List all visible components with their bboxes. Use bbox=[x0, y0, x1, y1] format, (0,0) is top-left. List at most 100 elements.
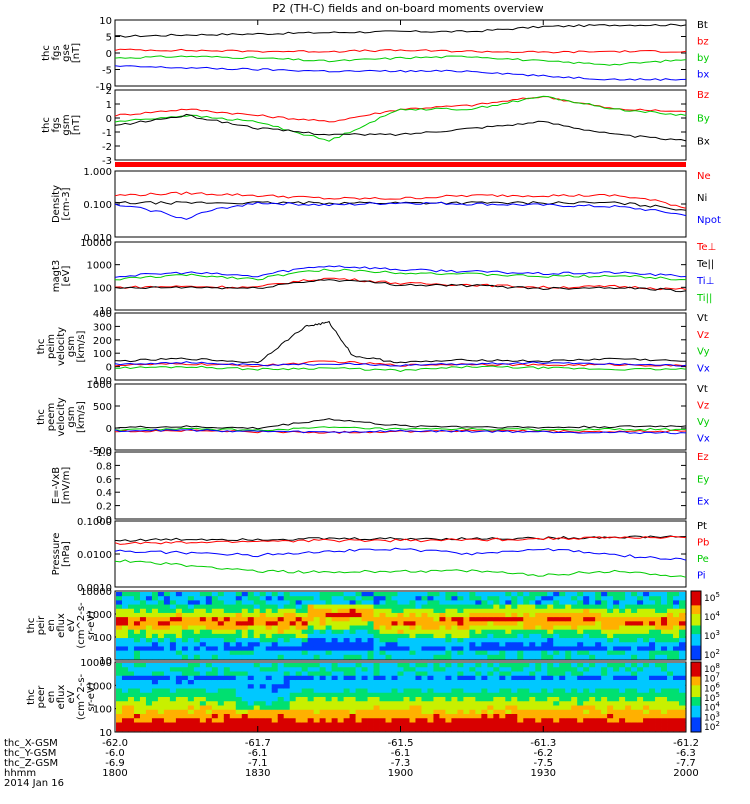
spectrogram-cell bbox=[157, 697, 165, 702]
spectrogram-cell bbox=[271, 638, 279, 643]
spectrogram-cell bbox=[313, 718, 321, 723]
spectrogram-cell bbox=[625, 714, 632, 719]
spectrogram-cell bbox=[265, 604, 273, 610]
spectrogram-cell bbox=[343, 592, 350, 597]
spectrogram-cell bbox=[355, 722, 362, 728]
spectrogram-cell bbox=[637, 714, 644, 719]
spectrogram-cell bbox=[229, 592, 237, 597]
spectrogram-cell bbox=[175, 701, 183, 706]
spectrogram-cell bbox=[343, 650, 350, 656]
spectrogram-cell bbox=[277, 714, 285, 719]
series-line-bz bbox=[114, 48, 687, 54]
spectrogram-cell bbox=[223, 722, 231, 728]
spectrogram-cell bbox=[415, 633, 422, 639]
spectrogram-cell bbox=[313, 671, 321, 677]
spectrogram-cell bbox=[241, 654, 249, 660]
spectrogram-cell bbox=[145, 604, 153, 610]
y-tick-label: 0.4 bbox=[96, 488, 112, 499]
spectrogram-cell bbox=[349, 654, 356, 660]
spectrogram-cell bbox=[427, 667, 434, 672]
spectrogram-cell bbox=[493, 654, 500, 660]
spectrogram-cell bbox=[565, 654, 572, 660]
colorbar-segment bbox=[691, 679, 701, 683]
spectrogram-cell bbox=[223, 671, 231, 677]
spectrogram-cell bbox=[679, 688, 686, 694]
spectrogram-cell bbox=[475, 701, 482, 706]
spectrogram-cell bbox=[409, 726, 416, 732]
spectrogram-cell bbox=[271, 722, 279, 728]
spectrogram-cell bbox=[229, 621, 237, 626]
spectrogram-cell bbox=[565, 604, 572, 610]
spectrogram-cell bbox=[595, 638, 602, 643]
spectrogram-cell bbox=[271, 663, 279, 668]
spectrogram-cell bbox=[631, 684, 638, 689]
spectrogram-cell bbox=[679, 680, 686, 685]
spectrogram-cell bbox=[415, 684, 422, 689]
spectrogram-cell bbox=[637, 701, 644, 706]
spectrogram-cell bbox=[661, 604, 668, 610]
y-axis-label: eflux bbox=[56, 685, 67, 710]
spectrogram-cells bbox=[116, 663, 686, 732]
spectrogram-cell bbox=[595, 701, 602, 706]
spectrogram-cell bbox=[655, 596, 662, 601]
spectrogram-cell bbox=[433, 629, 440, 635]
spectrogram-cell bbox=[673, 629, 680, 635]
spectrogram-cell bbox=[355, 650, 362, 656]
spectrogram-cell bbox=[151, 608, 159, 614]
spectrogram-cell bbox=[313, 709, 321, 715]
spectrogram-cell bbox=[517, 667, 524, 672]
spectrogram-cell bbox=[313, 675, 321, 681]
spectrogram-cell bbox=[265, 709, 273, 715]
spectrogram-cell bbox=[385, 617, 392, 622]
spectrogram-cell bbox=[595, 642, 602, 647]
colorbar-label: 105 bbox=[704, 591, 720, 604]
spectrogram-cell bbox=[139, 596, 147, 601]
y-axis-label: thc bbox=[41, 117, 52, 133]
spectrogram-cell bbox=[217, 680, 225, 685]
spectrogram-cell bbox=[481, 663, 488, 668]
spectrogram-cell bbox=[295, 688, 303, 694]
y-tick-label: -2 bbox=[102, 142, 112, 153]
spectrogram-cell bbox=[667, 671, 674, 677]
spectrogram-cell bbox=[505, 671, 512, 677]
spectrogram-cell bbox=[541, 629, 548, 635]
spectrogram-cell bbox=[175, 642, 183, 647]
spectrogram-cell bbox=[523, 608, 530, 614]
spectrogram-cell bbox=[367, 705, 374, 711]
spectrogram-cell bbox=[325, 701, 333, 706]
spectrogram-cell bbox=[331, 714, 339, 719]
spectrogram-cell bbox=[379, 629, 386, 635]
spectrogram-cell bbox=[211, 714, 219, 719]
spectrogram-cell bbox=[379, 701, 386, 706]
spectrogram-cell bbox=[193, 722, 201, 728]
spectrogram-cell bbox=[133, 684, 141, 689]
spectrogram-cell bbox=[259, 722, 267, 728]
spectrogram-cell bbox=[475, 617, 482, 622]
spectrogram-cell bbox=[445, 718, 452, 723]
spectrogram-cell bbox=[469, 692, 476, 698]
x-tick-label: -6.0 bbox=[105, 748, 125, 759]
spectrogram-cell bbox=[379, 688, 386, 694]
spectrogram-cell bbox=[379, 612, 386, 618]
spectrogram-cell bbox=[433, 726, 440, 732]
spectrogram-cell bbox=[223, 625, 231, 631]
spectrogram-cell bbox=[601, 692, 608, 698]
spectrogram-cell bbox=[427, 671, 434, 677]
spectrogram-cell bbox=[187, 663, 195, 668]
spectrogram-cell bbox=[469, 650, 476, 656]
spectrogram-cell bbox=[541, 600, 548, 605]
spectrogram-cell bbox=[559, 650, 566, 656]
spectrogram-cell bbox=[601, 726, 608, 732]
spectrogram-cell bbox=[679, 638, 686, 643]
spectrogram-cell bbox=[391, 688, 398, 694]
spectrogram-cell bbox=[493, 722, 500, 728]
spectrogram-cell bbox=[271, 654, 279, 660]
spectrogram-cell bbox=[673, 722, 680, 728]
spectrogram-cell bbox=[511, 671, 518, 677]
spectrogram-cell bbox=[277, 701, 285, 706]
spectrogram-cell bbox=[127, 608, 135, 614]
spectrogram-cell bbox=[637, 709, 644, 715]
spectrogram-cell bbox=[499, 650, 506, 656]
spectrogram-cell bbox=[445, 709, 452, 715]
legend-Vy: Vy bbox=[697, 417, 710, 428]
